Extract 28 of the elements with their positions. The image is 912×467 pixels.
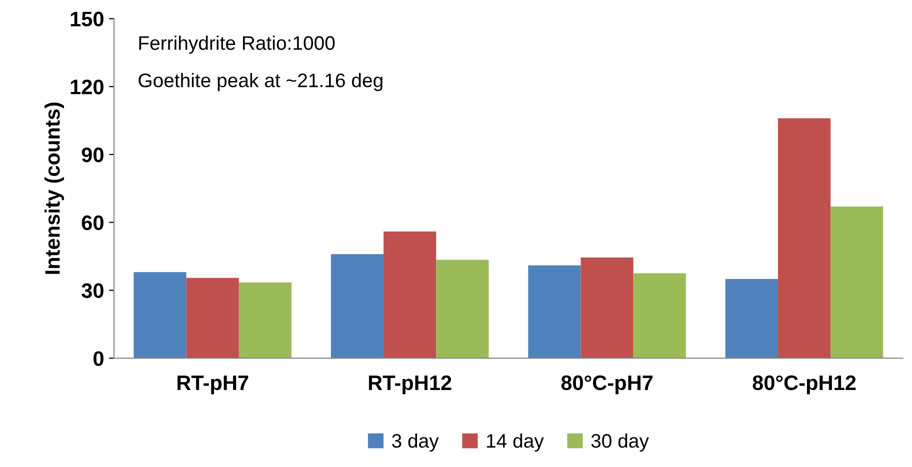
bar (830, 206, 884, 358)
x-tick-label: RT-pH12 (368, 375, 452, 394)
annotation: Ferrihydrite Ratio:1000 (139, 36, 335, 54)
bar (633, 273, 686, 358)
y-tick-label: 120 (70, 80, 104, 94)
bar (778, 118, 831, 358)
bar (186, 278, 239, 358)
legend-label: 30 day (591, 434, 649, 452)
legend-label: 14 day (486, 434, 544, 452)
y-axis-title: Intensity (counts) (44, 102, 64, 274)
bar (384, 231, 436, 358)
bar (528, 265, 581, 358)
x-tick-label: RT-pH7 (178, 376, 248, 394)
legend-label: 3 day (392, 434, 439, 452)
y-tick-label: 90 (82, 147, 104, 162)
bar (436, 260, 489, 358)
x-tick-label: 80°C-pH7 (561, 375, 653, 394)
x-tick-label: 80°C-pH12 (752, 375, 856, 394)
bar (238, 282, 292, 358)
y-tick-label: 150 (70, 12, 104, 26)
y-tick-label: 60 (82, 215, 104, 230)
y-tick-label: 30 (82, 283, 104, 298)
annotation: Goethite peak at ~21.16 deg (138, 73, 382, 92)
y-tick-label: 0 (94, 351, 104, 366)
bar (134, 272, 186, 358)
bar (580, 257, 634, 358)
bar (725, 278, 778, 358)
bar (330, 254, 384, 358)
